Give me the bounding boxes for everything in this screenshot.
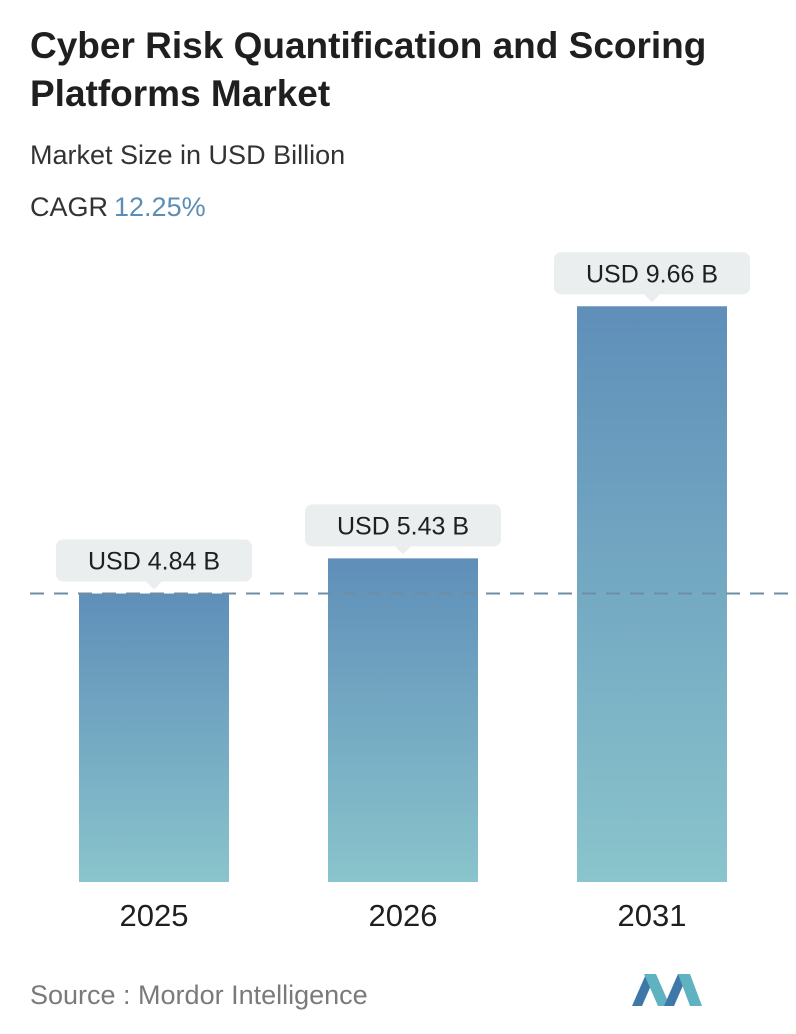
callout-pointer — [146, 581, 162, 590]
x-tick-label-2026: 2026 — [369, 898, 438, 933]
callout-box — [56, 539, 252, 582]
labels-layer: USD 4.84 B 2025 USD 5.43 B 2026 USD 9.66 B 20… — [56, 252, 750, 933]
callout-pointer — [395, 546, 411, 555]
value-callout-2025: USD 4.84 B — [56, 539, 252, 590]
data-label-2026: USD 5.43 B — [337, 512, 469, 540]
callout-box — [554, 252, 750, 295]
chart-subtitle: Market Size in USD Billion — [30, 140, 346, 170]
cagr-label: CAGR — [30, 192, 109, 222]
bar-2025 — [79, 593, 229, 882]
mordor-intelligence-logo-icon — [632, 974, 702, 1006]
cagr-value: 12.25% — [114, 192, 206, 222]
callout-pointer — [644, 294, 660, 303]
value-callout-2031: USD 9.66 B — [554, 252, 750, 303]
cagr-line: CAGR 12.25% — [30, 192, 206, 223]
value-callout-2026: USD 5.43 B — [305, 504, 501, 555]
chart-title: Cyber Risk Quantification and Scoring Pl… — [30, 25, 707, 114]
data-label-2025: USD 4.84 B — [88, 548, 220, 576]
x-tick-label-2025: 2025 — [120, 898, 189, 933]
data-label-2031: USD 9.66 B — [586, 260, 718, 288]
callout-box — [305, 504, 501, 547]
bars-layer — [79, 306, 727, 882]
x-tick-label-2031: 2031 — [618, 898, 687, 933]
bar-chart: USD 4.84 B 2025 USD 5.43 B 2026 USD 9.66 B 20… — [30, 252, 790, 933]
source-text: Source : Mordor Intelligence — [30, 980, 368, 1010]
bar-2026 — [328, 558, 478, 882]
